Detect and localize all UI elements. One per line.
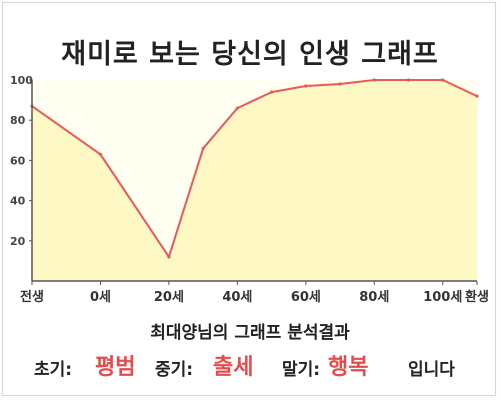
y-tick-label-80: 80 bbox=[10, 114, 26, 127]
x-tick-label-3: 40세 bbox=[222, 290, 252, 305]
x-tick-label-7: 환생 bbox=[465, 289, 489, 305]
page-title: 재미로 보는 당신의 인생 그래프 bbox=[61, 39, 439, 70]
x-tick-label-1: 0세 bbox=[90, 290, 111, 305]
x-tick-label-6: 100세 bbox=[423, 290, 462, 305]
late-value: 행복 bbox=[328, 355, 369, 380]
y-tick-label-60: 60 bbox=[10, 154, 26, 167]
data-point-8 bbox=[372, 78, 376, 82]
series-line bbox=[31, 79, 478, 258]
data-point-3 bbox=[201, 146, 205, 150]
x-tick-label-4: 60세 bbox=[291, 290, 321, 305]
y-tick-label-20: 20 bbox=[10, 235, 26, 248]
analysis-result: 초기: 평범 중기: 출세 말기: 행복 입니다 bbox=[0, 345, 500, 380]
y-tick-label-40: 40 bbox=[10, 195, 26, 208]
data-point-5 bbox=[270, 90, 274, 94]
late-label: 말기: bbox=[282, 360, 321, 380]
x-tick-label-5: 80세 bbox=[359, 290, 389, 305]
data-point-10 bbox=[441, 78, 445, 82]
y-tick-label-100: 100 bbox=[10, 74, 33, 87]
data-point-4 bbox=[235, 106, 239, 110]
middle-label: 중기: bbox=[155, 360, 194, 380]
x-tick-label-2: 20세 bbox=[154, 290, 184, 305]
early-label: 초기: bbox=[34, 360, 73, 380]
series-area bbox=[32, 80, 477, 281]
data-point-6 bbox=[304, 84, 308, 88]
analysis-title: 최대양님의 그래프 분석결과 bbox=[150, 323, 350, 343]
data-point-2 bbox=[167, 255, 171, 259]
data-point-7 bbox=[338, 82, 342, 86]
middle-value: 출세 bbox=[213, 355, 254, 380]
early-value: 평범 bbox=[95, 355, 136, 380]
x-tick-label-0: 전생 bbox=[20, 289, 44, 305]
data-point-1 bbox=[98, 152, 103, 156]
data-point-9 bbox=[406, 78, 411, 82]
data-point-11 bbox=[475, 94, 479, 98]
result-suffix: 입니다 bbox=[408, 360, 455, 380]
